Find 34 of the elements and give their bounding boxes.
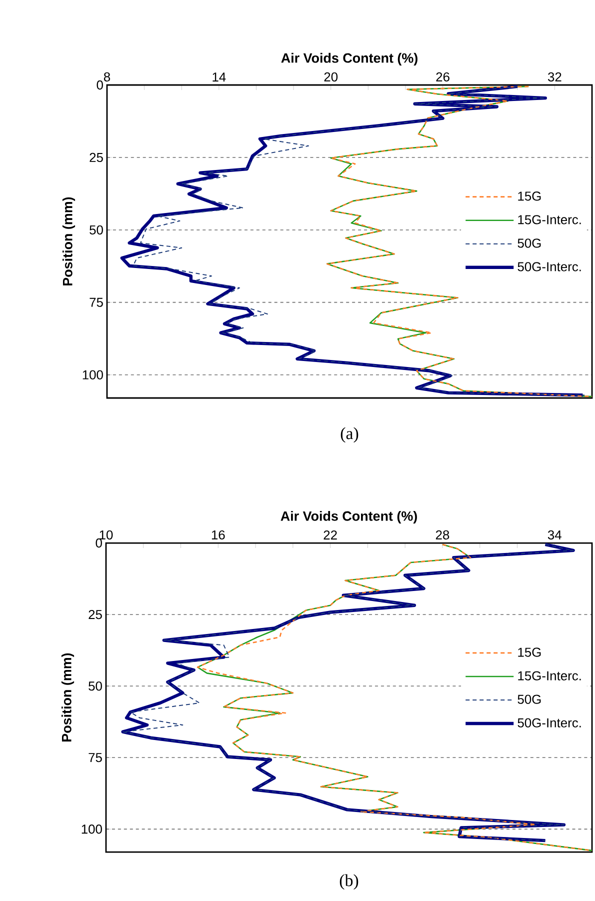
legend-label: 15G-Interc.: [518, 215, 581, 224]
x-tick-label: 22: [324, 530, 337, 540]
x-tick-label: 16: [212, 530, 225, 540]
y-tick-label: 75: [90, 298, 103, 307]
legend-label: 50G: [518, 238, 541, 248]
y-tick-label: 100: [82, 370, 103, 380]
x-tick-label: 8: [104, 72, 110, 82]
legend-label: 50G-Interc.: [518, 262, 581, 272]
x-tick-label: 20: [324, 72, 338, 82]
x-tick-label: 14: [212, 72, 226, 82]
x-axis-title: Air Voids Content (%): [280, 510, 417, 524]
y-tick-label: 50: [88, 681, 102, 691]
x-axis-title: Air Voids Content (%): [281, 52, 418, 66]
x-tick-label: 10: [100, 530, 113, 540]
x-tick-label: 32: [548, 72, 562, 82]
text: (b): [340, 874, 358, 890]
legend-label: 50G-Interc.: [518, 718, 581, 728]
text: (a): [340, 427, 358, 443]
legend-label: 15G-Interc.: [518, 671, 581, 680]
y-tick-label: 100: [82, 824, 102, 834]
y-tick-label: 25: [88, 610, 102, 620]
y-tick-label: 0: [96, 538, 102, 548]
x-tick-label: 34: [548, 530, 562, 540]
y-axis-title: Position (mm): [62, 197, 76, 286]
legend-label: 15G: [518, 648, 541, 657]
y-tick-label: 25: [90, 152, 103, 162]
y-tick-label: 50: [90, 225, 103, 234]
x-tick-label: 26: [436, 72, 450, 82]
x-tick-label: 28: [436, 530, 450, 540]
legend-label: 15G: [518, 192, 541, 201]
legend-label: 50G: [518, 694, 541, 704]
y-tick-label: 75: [88, 753, 102, 762]
y-tick-label: 0: [96, 80, 103, 90]
y-axis-title: Position (mm): [61, 653, 74, 742]
